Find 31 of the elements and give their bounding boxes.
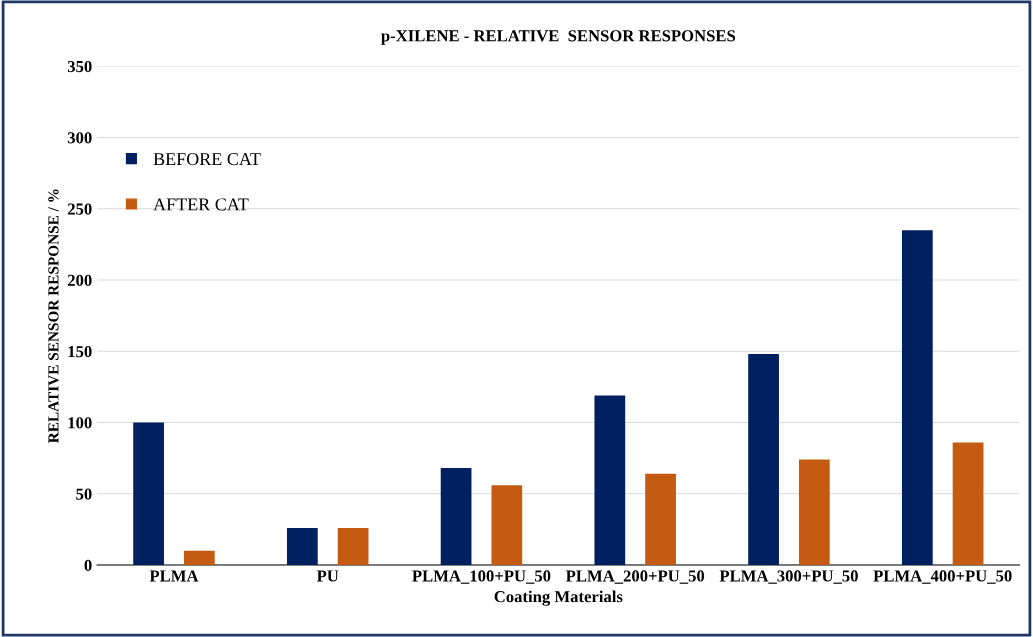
x-tick-label: PLMA_300+PU_50 — [719, 570, 858, 584]
bar — [286, 527, 318, 566]
bar — [798, 459, 830, 566]
y-tick-label: 300 — [67, 132, 92, 144]
bar — [952, 442, 984, 566]
y-tick-label: 100 — [68, 417, 92, 429]
x-tick-label: PLMA_100+PU_50 — [412, 570, 551, 584]
y-axis-title: RELATIVE SENSOR RESPONSE / % — [48, 189, 59, 444]
x-axis-title: Coating Materials — [494, 590, 623, 606]
bar — [594, 395, 626, 566]
bar — [491, 485, 523, 566]
x-tick-label: PLMA_200+PU_50 — [565, 570, 705, 584]
legend-label: BEFORE CAT — [153, 153, 261, 166]
bar — [133, 422, 164, 566]
bar — [645, 473, 676, 566]
x-tick-label: PLMA — [149, 570, 199, 582]
legend-label: AFTER CAT — [153, 198, 249, 211]
bar — [183, 550, 215, 566]
bar — [748, 354, 779, 566]
y-tick-label: 0 — [84, 559, 92, 571]
bar — [440, 468, 472, 566]
y-tick-label: 50 — [76, 488, 92, 500]
bar — [901, 230, 933, 566]
chart-title: p-XILENE - RELATIVE SENSOR RESPONSES — [381, 30, 736, 45]
y-tick-label: 150 — [68, 345, 92, 358]
y-tick-label: 200 — [67, 274, 92, 286]
y-tick-label: 350 — [67, 60, 92, 73]
x-tick-label: PLMA_400+PU_50 — [873, 570, 1012, 584]
y-tick-label: 250 — [67, 203, 92, 215]
bar — [337, 527, 369, 566]
x-tick-label: PU — [316, 570, 339, 582]
